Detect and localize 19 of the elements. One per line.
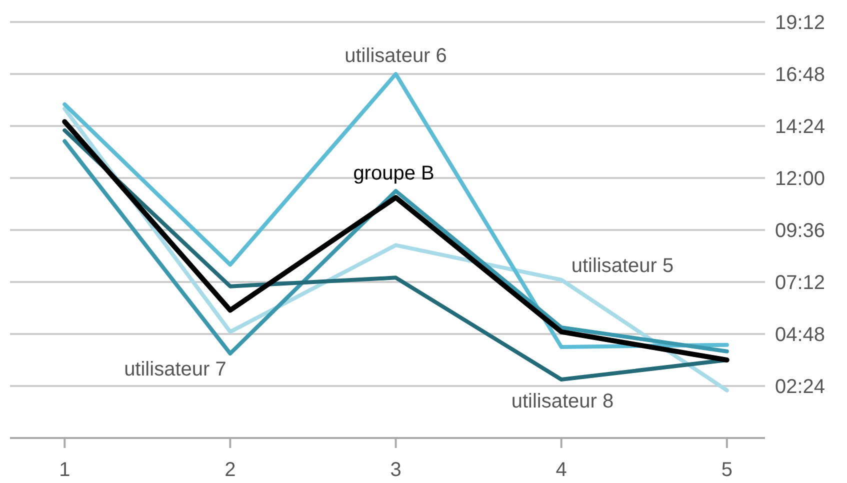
y-tick-label: 16:48 bbox=[775, 64, 826, 86]
y-tick-label: 02:24 bbox=[775, 376, 826, 398]
series-label: utilisateur 8 bbox=[511, 390, 614, 412]
line-series bbox=[62, 72, 729, 349]
y-tick-label: 04:48 bbox=[775, 324, 826, 346]
y-tick-label: 19:12 bbox=[775, 12, 826, 34]
series-label: utilisateur 6 bbox=[344, 45, 447, 67]
series-label: groupe B bbox=[353, 162, 434, 184]
y-tick-label: 12:00 bbox=[775, 168, 826, 190]
series-label: utilisateur 7 bbox=[124, 358, 226, 380]
series-label: utilisateur 5 bbox=[571, 254, 674, 277]
x-tick-label: 4 bbox=[556, 459, 567, 481]
y-tick-label: 09:36 bbox=[775, 220, 826, 242]
y-tick-label: 07:12 bbox=[775, 272, 826, 294]
x-tick-label: 2 bbox=[224, 459, 236, 481]
x-tick-label: 3 bbox=[390, 459, 402, 481]
y-tick-label: 14:24 bbox=[775, 116, 826, 138]
x-tick-label: 5 bbox=[721, 459, 732, 481]
x-tick-label: 1 bbox=[59, 459, 70, 481]
